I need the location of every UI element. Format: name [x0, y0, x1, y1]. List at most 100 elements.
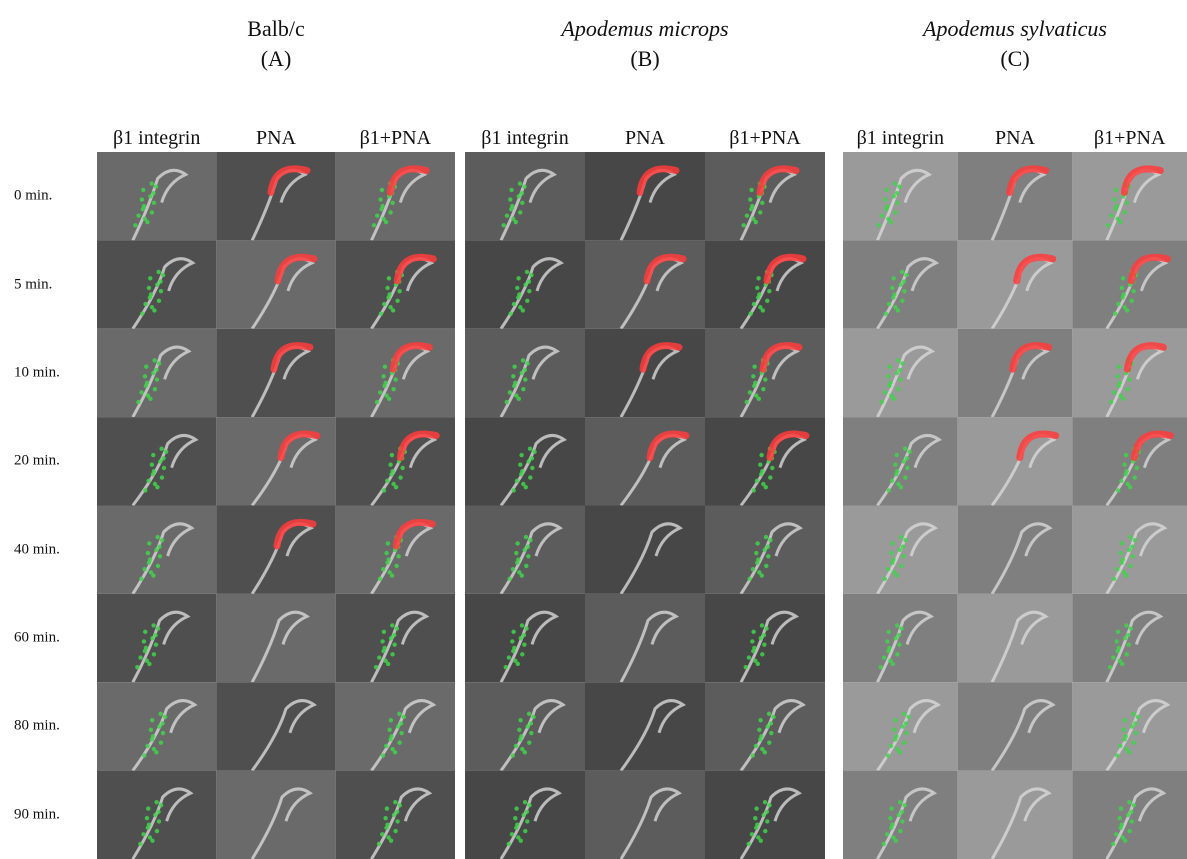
green-signal — [144, 364, 148, 368]
micrograph — [216, 240, 335, 328]
green-signal — [512, 488, 516, 492]
green-signal — [388, 463, 392, 467]
green-signal — [517, 728, 521, 732]
green-signal — [142, 753, 146, 757]
green-signal — [381, 567, 385, 571]
green-signal — [154, 750, 158, 754]
green-signal — [396, 554, 400, 558]
green-signal — [147, 541, 151, 545]
green-signal — [511, 649, 515, 653]
green-signal — [894, 636, 898, 640]
green-signal — [526, 544, 530, 548]
micrograph — [843, 329, 958, 417]
column-header: PNA — [256, 127, 296, 150]
green-signal — [398, 475, 402, 479]
green-signal — [1119, 551, 1123, 555]
green-signal — [517, 397, 521, 401]
green-signal — [1133, 721, 1137, 725]
green-signal — [389, 718, 393, 722]
green-signal — [512, 302, 516, 306]
green-signal — [141, 832, 145, 836]
green-signal — [527, 279, 531, 283]
green-signal — [907, 450, 911, 454]
green-signal — [158, 279, 162, 283]
green-signal — [380, 188, 384, 192]
green-signal — [510, 832, 514, 836]
green-signal — [155, 485, 159, 489]
green-signal — [1120, 541, 1124, 545]
panel-label: (C) — [1000, 46, 1029, 72]
green-signal — [1123, 472, 1127, 476]
green-signal — [895, 371, 899, 375]
green-signal — [150, 463, 154, 467]
micrograph-bg — [705, 417, 825, 505]
green-signal — [754, 551, 758, 555]
green-signal — [900, 361, 904, 365]
green-signal — [888, 816, 892, 820]
green-signal — [880, 213, 884, 217]
micrograph — [465, 240, 585, 328]
green-signal — [514, 806, 518, 810]
green-signal — [387, 728, 391, 732]
green-signal — [1126, 633, 1130, 637]
micrograph — [97, 682, 216, 770]
green-signal — [529, 721, 533, 725]
green-signal — [148, 194, 152, 198]
green-signal — [752, 364, 756, 368]
green-signal — [1120, 662, 1124, 666]
green-signal — [760, 623, 764, 627]
image-grid — [843, 152, 1187, 859]
green-signal — [399, 721, 403, 725]
micrograph — [705, 506, 825, 594]
green-signal — [882, 655, 886, 659]
micrograph-bg — [585, 417, 705, 505]
green-signal — [1111, 655, 1115, 659]
green-signal — [1119, 561, 1123, 565]
green-signal — [763, 377, 767, 381]
green-signal — [1111, 842, 1115, 846]
green-signal — [400, 466, 404, 470]
micrograph — [336, 594, 455, 682]
green-signal — [382, 630, 386, 634]
green-signal — [523, 548, 527, 552]
green-signal — [532, 450, 536, 454]
green-signal — [381, 649, 385, 653]
green-signal — [745, 213, 749, 217]
green-signal — [146, 551, 150, 555]
green-signal — [763, 800, 767, 804]
micrograph — [1072, 594, 1187, 682]
micrograph-bg — [1072, 152, 1187, 240]
green-signal — [151, 371, 155, 375]
green-signal — [893, 463, 897, 467]
micrograph-bg — [958, 152, 1073, 240]
micrograph — [336, 329, 455, 417]
green-signal — [518, 737, 522, 741]
green-signal — [381, 753, 385, 757]
green-signal — [890, 561, 894, 565]
green-signal — [152, 308, 156, 312]
green-signal — [522, 642, 526, 646]
green-signal — [384, 744, 388, 748]
green-signal — [518, 210, 522, 214]
green-signal — [1119, 806, 1123, 810]
green-signal — [758, 718, 762, 722]
green-signal — [1128, 564, 1132, 568]
green-signal — [900, 819, 904, 823]
green-signal — [160, 475, 164, 479]
green-signal — [519, 453, 523, 457]
green-signal — [1127, 800, 1131, 804]
green-signal — [762, 813, 766, 817]
green-signal — [884, 311, 888, 315]
green-signal — [889, 806, 893, 810]
micrograph — [958, 329, 1073, 417]
green-signal — [525, 361, 529, 365]
green-signal — [374, 665, 378, 669]
green-signal — [1116, 488, 1120, 492]
green-signal — [1125, 201, 1129, 205]
green-signal — [151, 573, 155, 577]
green-signal — [502, 223, 506, 227]
green-signal — [893, 718, 897, 722]
micrograph — [958, 682, 1073, 770]
row-label: 10 min. — [14, 364, 60, 381]
micrograph — [958, 417, 1073, 505]
